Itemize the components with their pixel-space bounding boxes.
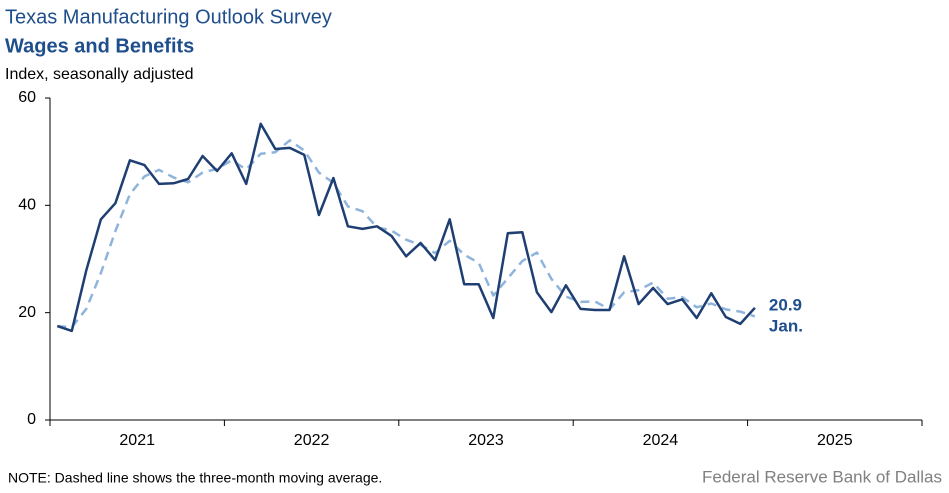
y-axis-label: Index, seasonally adjusted (5, 66, 194, 83)
x-tick-label: 2022 (294, 432, 330, 449)
end-value-label: 20.9 (769, 295, 802, 314)
x-tick-label: 2023 (468, 432, 504, 449)
x-tick-label: 2021 (119, 432, 155, 449)
source: Federal Reserve Bank of Dallas (702, 467, 942, 486)
note: NOTE: Dashed line shows the three-month … (8, 470, 382, 486)
moving-average-line (57, 139, 756, 329)
y-tick-label: 40 (18, 197, 36, 214)
x-tick-label: 2025 (817, 432, 853, 449)
series-line (56, 122, 756, 333)
y-tick-label: 20 (18, 304, 36, 321)
x-tick-label: 2024 (643, 432, 679, 449)
y-tick-label: 60 (18, 89, 36, 106)
chart-subtitle: Wages and Benefits (5, 35, 194, 57)
end-month-label: Jan. (769, 316, 803, 335)
chart-title: Texas Manufacturing Outlook Survey (5, 6, 332, 28)
y-tick-label: 0 (27, 411, 36, 428)
